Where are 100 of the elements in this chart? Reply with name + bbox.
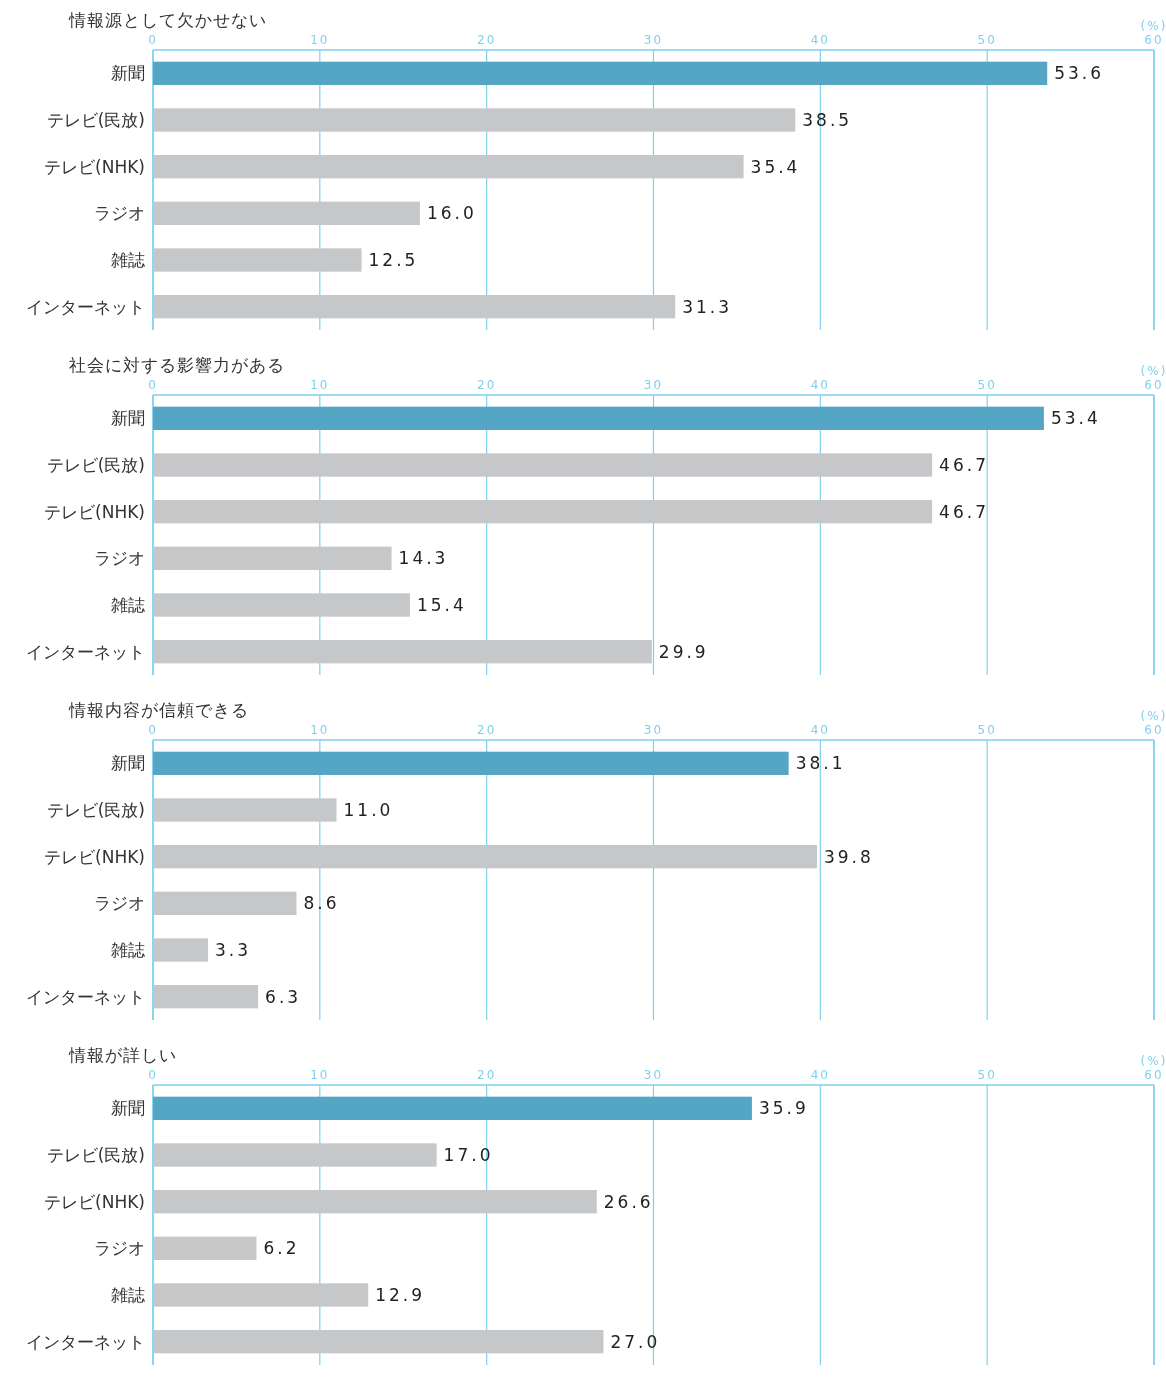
y-tick-label: テレビ(民放) [46, 800, 145, 820]
x-tick-label: 50 [977, 723, 997, 737]
y-tick-label: テレビ(NHK) [44, 846, 145, 867]
y-tick-label: テレビ(NHK) [44, 156, 145, 177]
y-tick-label: ラジオ [94, 1238, 145, 1259]
bar [153, 798, 337, 822]
y-tick-label: テレビ(民放) [46, 110, 145, 130]
x-axis-title: (%) [1140, 364, 1166, 378]
x-tick-label: 10 [310, 1068, 330, 1082]
x-tick-label: 0 [148, 723, 158, 737]
y-tick-label: 新聞 [111, 1098, 145, 1119]
data-label: 15.4 [416, 595, 467, 615]
y-tick-label: インターネット [26, 296, 145, 317]
bar [153, 1330, 604, 1354]
x-tick-label: 40 [810, 723, 830, 737]
data-label: 39.8 [824, 846, 874, 867]
y-tick-label: テレビ(NHK) [44, 1191, 145, 1212]
data-label: 31.3 [682, 296, 733, 317]
x-tick-label: 20 [477, 33, 497, 47]
x-tick-label: 20 [477, 723, 497, 737]
x-tick-label: 50 [977, 33, 997, 47]
x-tick-label: 0 [148, 33, 158, 47]
x-axis-title: (%) [1140, 709, 1166, 723]
y-tick-label: テレビ(民放) [46, 1145, 145, 1165]
data-label: 26.6 [603, 1191, 654, 1212]
bar [153, 751, 789, 775]
bar [153, 248, 362, 272]
x-tick-label: 10 [310, 723, 330, 737]
bar [153, 891, 297, 915]
data-label: 12.9 [375, 1285, 426, 1305]
bar [153, 985, 259, 1009]
bar [153, 546, 392, 570]
y-tick-label: ラジオ [94, 548, 145, 569]
x-tick-label: 60 [1144, 33, 1164, 47]
bar [153, 453, 933, 477]
x-tick-label: 50 [977, 378, 997, 392]
chart-title: 情報源として欠かせない [68, 10, 267, 30]
bar [153, 1190, 597, 1214]
x-tick-label: 60 [1144, 1068, 1164, 1082]
data-label: 11.0 [343, 800, 394, 820]
data-label: 12.5 [368, 250, 419, 270]
bar [153, 845, 817, 869]
y-tick-label: テレビ(NHK) [44, 501, 145, 522]
y-tick-label: 雑誌 [111, 940, 145, 960]
x-tick-label: 50 [977, 1068, 997, 1082]
y-tick-label: 雑誌 [111, 250, 145, 270]
y-tick-label: インターネット [26, 641, 145, 662]
y-tick-label: インターネット [26, 1331, 145, 1352]
x-tick-label: 20 [477, 1068, 497, 1082]
y-tick-label: 新聞 [111, 408, 145, 429]
data-label: 53.6 [1054, 63, 1105, 84]
x-tick-label: 30 [643, 1068, 664, 1082]
bar [153, 1143, 437, 1167]
data-label: 8.6 [303, 893, 340, 914]
x-tick-label: 10 [310, 33, 330, 47]
bar [153, 155, 744, 179]
bar [153, 593, 410, 617]
bar [153, 108, 796, 132]
x-axis-title: (%) [1140, 19, 1166, 33]
bar [153, 61, 1048, 85]
data-label: 46.7 [939, 455, 989, 475]
x-tick-label: 0 [148, 378, 158, 392]
x-tick-label: 30 [643, 33, 664, 47]
data-label: 17.0 [443, 1145, 494, 1165]
bar [153, 406, 1044, 430]
y-tick-label: インターネット [26, 986, 145, 1007]
x-tick-label: 10 [310, 378, 330, 392]
bar [153, 1096, 752, 1120]
bar [153, 640, 652, 664]
data-label: 14.3 [398, 548, 449, 569]
y-tick-label: 雑誌 [111, 1285, 145, 1305]
data-label: 6.3 [265, 986, 302, 1007]
x-tick-label: 40 [810, 1068, 830, 1082]
data-label: 38.1 [795, 753, 846, 774]
y-tick-label: 新聞 [111, 63, 145, 84]
data-label: 6.2 [263, 1238, 300, 1259]
bar [153, 500, 933, 524]
data-label: 29.9 [658, 641, 709, 662]
x-tick-label: 60 [1144, 723, 1164, 737]
x-tick-label: 0 [148, 1068, 158, 1082]
y-tick-label: テレビ(民放) [46, 455, 145, 475]
y-tick-label: ラジオ [94, 893, 145, 914]
x-tick-label: 30 [643, 378, 664, 392]
x-tick-label: 60 [1144, 378, 1164, 392]
chart-title: 情報内容が信頼できる [68, 700, 249, 720]
y-tick-label: 雑誌 [111, 595, 145, 615]
chart-title: 社会に対する影響力がある [69, 355, 285, 375]
data-label: 38.5 [802, 110, 853, 130]
bar [153, 1236, 257, 1260]
data-label: 16.0 [426, 203, 477, 224]
bar [153, 295, 676, 319]
bar [153, 201, 420, 225]
data-label: 3.3 [215, 940, 252, 960]
data-label: 35.9 [758, 1098, 809, 1119]
x-tick-label: 40 [810, 378, 830, 392]
x-axis-title: (%) [1140, 1054, 1166, 1068]
x-tick-label: 40 [810, 33, 830, 47]
data-label: 53.4 [1050, 408, 1101, 429]
bar [153, 1283, 369, 1307]
data-label: 46.7 [939, 501, 989, 522]
